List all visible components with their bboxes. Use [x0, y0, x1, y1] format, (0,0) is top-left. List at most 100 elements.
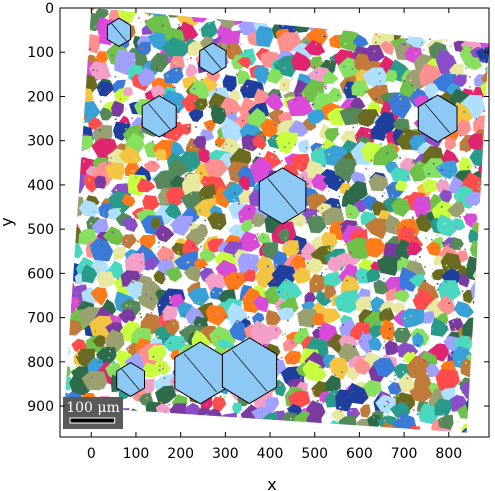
noise-pixel [481, 296, 483, 298]
grain [293, 426, 314, 433]
noise-pixel [337, 204, 339, 207]
noise-pixel [275, 328, 278, 331]
grain [469, 383, 489, 404]
noise-pixel [203, 311, 205, 314]
noise-pixel [145, 293, 148, 296]
noise-pixel [327, 190, 330, 192]
noise-pixel [317, 87, 319, 89]
grain [465, 396, 484, 415]
noise-pixel [83, 176, 86, 179]
grain [204, 273, 229, 292]
noise-pixel [331, 245, 334, 247]
grain [183, 265, 201, 283]
noise-pixel [157, 183, 159, 185]
noise-pixel [131, 170, 134, 172]
noise-pixel [386, 400, 388, 403]
noise-pixel [355, 23, 358, 26]
noise-pixel [338, 195, 340, 198]
noise-pixel [441, 14, 444, 17]
noise-pixel [140, 261, 143, 264]
noise-pixel [204, 219, 206, 222]
grain [423, 311, 435, 324]
noise-pixel [228, 46, 230, 49]
noise-pixel [70, 284, 72, 286]
grain [203, 120, 216, 133]
noise-pixel [131, 80, 133, 83]
noise-pixel [224, 316, 227, 318]
noise-pixel [75, 46, 78, 48]
noise-pixel [206, 332, 208, 335]
grain [358, 8, 380, 20]
grain [170, 140, 186, 156]
noise-pixel [461, 404, 463, 406]
noise-pixel [69, 36, 71, 39]
scale-bar-line [69, 417, 116, 424]
noise-pixel [219, 395, 222, 398]
grain [69, 46, 84, 63]
grain [343, 15, 358, 30]
noise-pixel [362, 370, 365, 372]
grain [479, 180, 489, 204]
noise-pixel [260, 81, 263, 83]
grain [67, 12, 93, 34]
noise-pixel [168, 186, 170, 189]
noise-pixel [380, 143, 382, 145]
noise-pixel [245, 317, 248, 320]
noise-pixel [386, 152, 389, 155]
noise-pixel [272, 118, 274, 121]
grain [112, 246, 126, 261]
grain [361, 67, 390, 90]
grain [324, 284, 337, 300]
grain [193, 414, 208, 432]
noise-pixel [89, 48, 91, 50]
grain [486, 195, 489, 207]
noise-pixel [430, 238, 433, 241]
grain [320, 0, 337, 7]
noise-pixel [473, 244, 476, 247]
noise-pixel [411, 84, 413, 87]
grain [193, 430, 212, 433]
noise-pixel [436, 283, 439, 285]
noise-pixel [414, 233, 416, 236]
grain [204, 158, 229, 179]
noise-pixel [455, 226, 458, 228]
x-tick-label: 300 [212, 446, 239, 462]
highlighted-grain [221, 337, 278, 405]
noise-pixel [292, 342, 294, 344]
noise-pixel [354, 50, 357, 53]
noise-pixel [92, 69, 94, 71]
noise-pixel [201, 196, 204, 198]
grain [223, 272, 248, 291]
noise-pixel [355, 13, 358, 16]
noise-pixel [73, 187, 76, 189]
noise-pixel [122, 50, 125, 52]
grain [221, 116, 245, 146]
grain [199, 248, 217, 263]
grain [102, 226, 126, 246]
noise-pixel [465, 362, 467, 364]
noise-pixel [326, 184, 328, 187]
noise-pixel [400, 329, 403, 331]
noise-pixel [111, 231, 114, 234]
noise-pixel [165, 74, 167, 76]
noise-pixel [177, 251, 180, 254]
noise-pixel [345, 221, 348, 223]
grain [144, 257, 159, 271]
noise-pixel [320, 213, 322, 216]
grain [462, 8, 483, 35]
noise-pixel [334, 374, 336, 376]
grain [486, 279, 489, 301]
noise-pixel [478, 187, 480, 190]
grain [278, 228, 290, 242]
grain [351, 80, 370, 97]
noise-pixel [375, 41, 377, 44]
x-tick-label: 800 [435, 446, 462, 462]
noise-pixel [231, 112, 233, 115]
highlighted-grain [106, 17, 132, 47]
noise-pixel [140, 21, 143, 24]
noise-pixel [87, 355, 89, 358]
noise-pixel [415, 259, 417, 262]
y-tick-label: 400 [27, 178, 54, 194]
noise-pixel [415, 52, 417, 55]
noise-pixel [477, 232, 480, 235]
